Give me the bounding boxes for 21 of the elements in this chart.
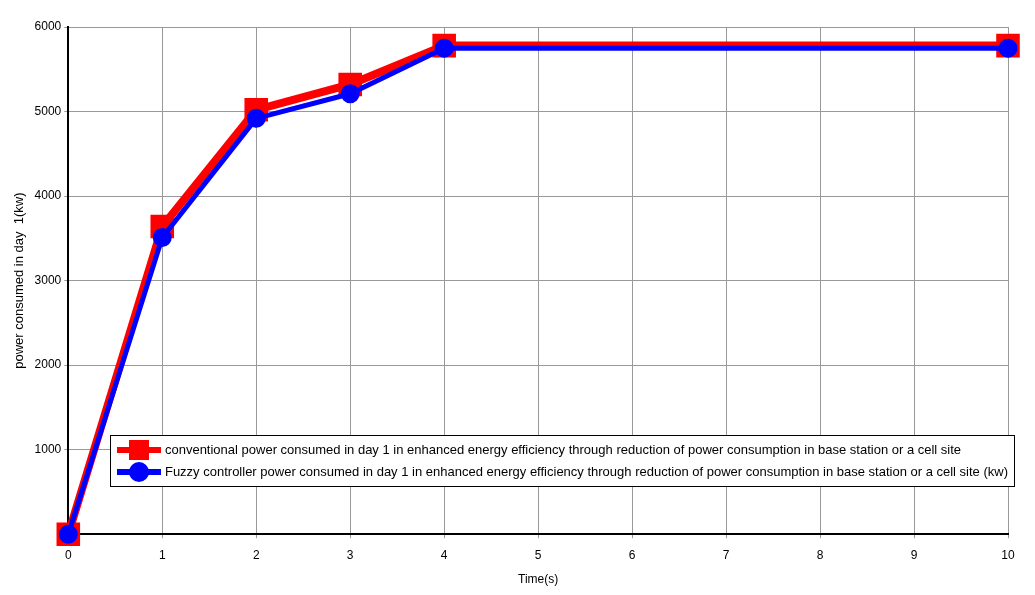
y-axis-title: power consumed in day 1(kw) <box>11 192 27 369</box>
x-tick-label: 4 <box>440 547 448 562</box>
legend-label: Fuzzy controller power consumed in day 1 in enhanced energy efficiency through reduction of power consumption in base station or a cell site (kw) <box>164 463 1008 481</box>
x-tick-label: 7 <box>722 547 730 562</box>
y-tick-label: 6000 <box>34 19 62 34</box>
x-tick-label: 9 <box>910 547 918 562</box>
x-tick-label: 6 <box>628 547 636 562</box>
y-tick-label: 3000 <box>34 272 62 287</box>
x-tick-label: 8 <box>816 547 824 562</box>
x-tick-label: 0 <box>64 547 72 562</box>
y-tick-label: 4000 <box>34 188 62 203</box>
legend-label: conventional power consumed in day 1 in enhanced energy efficiency through reduction of power consumption in base station or a cell site <box>164 441 962 459</box>
y-tick-label: 2000 <box>34 357 62 372</box>
x-tick-label: 2 <box>252 547 260 562</box>
y-tick-label: 1000 <box>34 441 62 456</box>
y-tick-label: 5000 <box>34 103 62 118</box>
x-tick-label: 5 <box>534 547 542 562</box>
x-tick-label: 1 <box>158 547 166 562</box>
x-tick-label: 3 <box>346 547 354 562</box>
x-axis-title: Time(s) <box>518 572 559 587</box>
x-tick-label: 10 <box>1001 547 1015 562</box>
